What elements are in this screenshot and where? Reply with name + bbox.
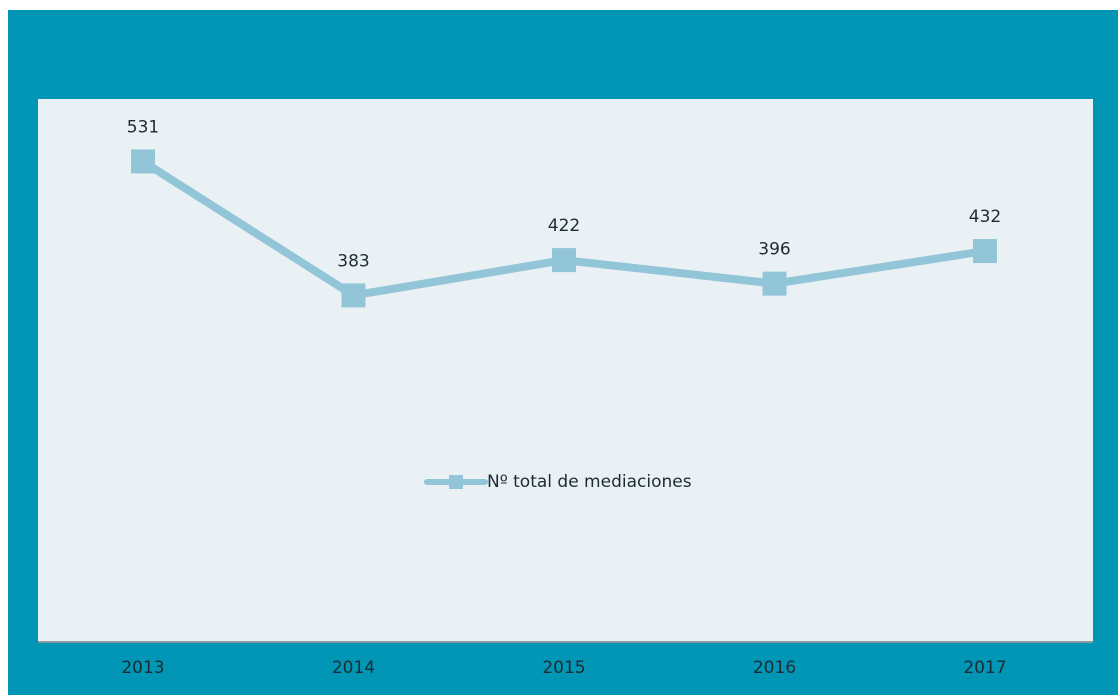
legend-marker: [449, 475, 463, 489]
point-marker: [341, 283, 366, 308]
data-label: 396: [758, 240, 790, 260]
data-label: 383: [337, 251, 369, 271]
plot-area: [38, 99, 1093, 642]
x-tick-label: 2013: [121, 658, 164, 678]
x-tick-label: 2015: [542, 658, 585, 678]
legend-label: Nº total de mediaciones: [487, 472, 692, 492]
point-marker: [762, 271, 787, 296]
data-label: 422: [548, 216, 580, 236]
point-marker: [973, 239, 997, 264]
point-marker: [552, 248, 576, 273]
x-tick-label: 2017: [963, 658, 1006, 678]
point-marker: [131, 149, 155, 174]
data-label: 531: [127, 117, 159, 137]
x-tick-label: 2016: [753, 658, 796, 678]
data-label: 432: [969, 207, 1001, 227]
x-tick-label: 2014: [332, 658, 375, 678]
